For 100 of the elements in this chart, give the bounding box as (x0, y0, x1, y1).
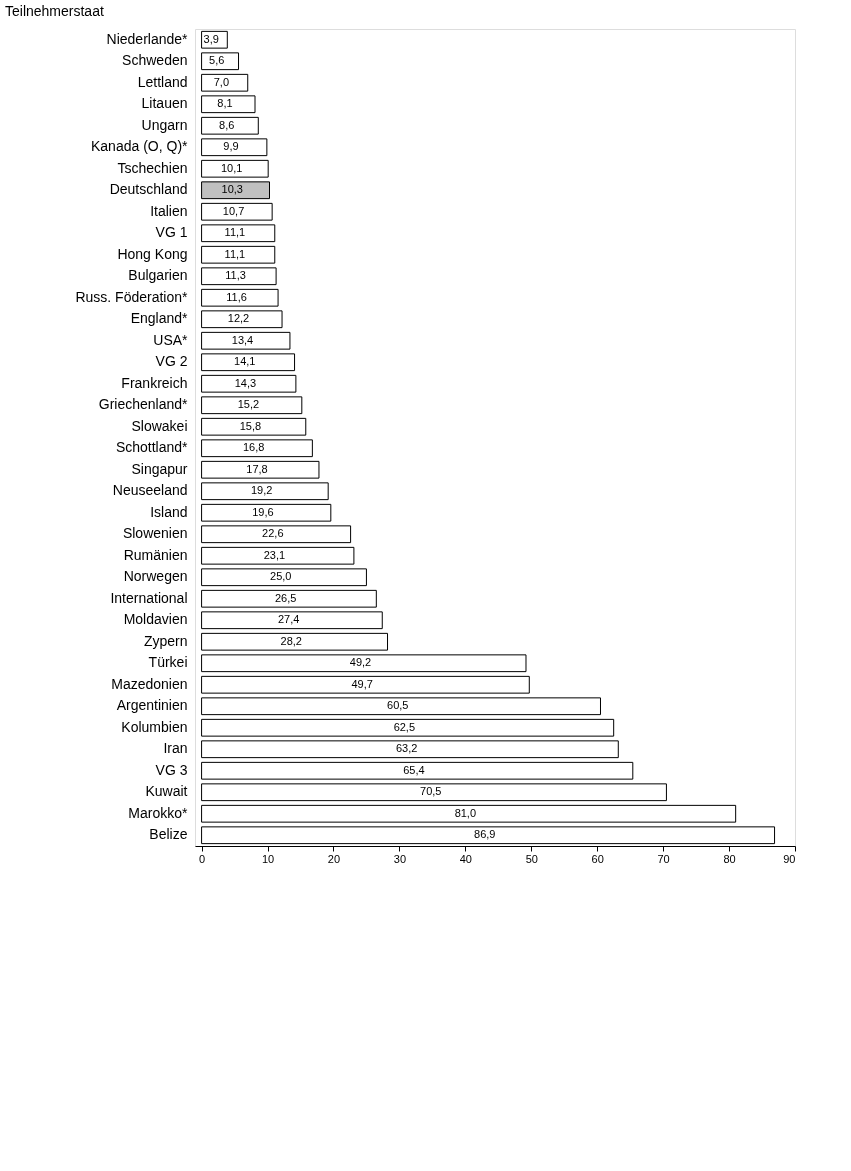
bar (201, 740, 619, 759)
x-tick-label: 70 (657, 852, 670, 865)
data-label: 11,6 (226, 290, 247, 303)
x-tick-label: 10 (261, 852, 275, 865)
data-label: 49,7 (351, 677, 373, 690)
y-tick-label: England* (130, 310, 189, 327)
y-tick-label: Deutschland (109, 181, 188, 198)
y-tick-label: Norwegen (123, 568, 188, 585)
bar (201, 783, 667, 802)
bar (201, 331, 291, 350)
bar (201, 439, 313, 458)
y-tick-label: Iran (163, 740, 188, 757)
y-tick-label: Tschechien (117, 159, 188, 176)
bar (201, 396, 303, 415)
data-label: 12,2 (227, 312, 250, 325)
y-tick-label: Argentinien (116, 697, 188, 714)
bar (201, 589, 377, 608)
y-tick-label: VG 3 (155, 761, 188, 778)
data-label: 15,2 (237, 398, 260, 411)
y-tick-label: Italien (150, 202, 188, 219)
y-tick-label: Schottland* (115, 439, 189, 456)
bar (201, 181, 271, 200)
y-tick-label: VG 2 (155, 353, 188, 370)
y-tick-label: VG 1 (155, 224, 188, 241)
y-tick-label: Singapur (131, 460, 188, 477)
data-label: 5,6 (209, 54, 225, 67)
y-tick-label: Schweden (122, 52, 188, 69)
x-tick-label: 40 (459, 852, 472, 865)
data-label: 26,5 (274, 591, 297, 604)
bar (201, 310, 283, 329)
data-label: 65,4 (403, 763, 425, 776)
y-tick-label: Island (150, 503, 188, 520)
x-tick-label: 80 (723, 852, 736, 865)
y-tick-label: Hong Kong (117, 245, 188, 262)
bar (201, 525, 352, 544)
bar (201, 654, 527, 673)
bar (201, 95, 256, 114)
data-label: 10,3 (221, 183, 243, 196)
data-label: 25,0 (270, 570, 292, 583)
data-label: 63,2 (395, 742, 418, 755)
data-label: 62,5 (393, 720, 416, 733)
bar (201, 568, 367, 587)
y-tick-label: Slowenien (122, 525, 188, 542)
data-label: 19,6 (252, 505, 274, 518)
y-tick-label: Kanada (O, Q)* (91, 138, 189, 155)
data-label: 17,8 (246, 462, 268, 475)
y-tick-label: Belize (149, 826, 188, 843)
data-label: 11,1 (224, 247, 246, 260)
y-tick-label: Bulgarien (128, 267, 188, 284)
y-tick-label: Türkei (148, 654, 188, 671)
y-tick-label: Griechenland* (98, 396, 189, 413)
y-tick-label: Mazedonien (111, 675, 188, 692)
bar (201, 267, 277, 286)
bar (201, 761, 634, 780)
y-tick-label: Frankreich (121, 374, 188, 391)
bar (201, 503, 332, 522)
data-label: 7,0 (213, 75, 230, 88)
bar (201, 546, 355, 565)
data-label: 10,7 (222, 204, 245, 217)
y-tick-label: Russ. Föderation* (75, 288, 189, 305)
data-label: 27,4 (277, 613, 300, 626)
data-label: 60,5 (387, 699, 409, 712)
data-label: 22,6 (262, 527, 284, 540)
bar (201, 460, 320, 479)
data-label: 14,1 (234, 355, 256, 368)
data-label: 15,8 (239, 419, 262, 432)
data-label: 28,2 (280, 634, 302, 647)
data-label: 23,1 (263, 548, 286, 561)
data-label: 19,2 (250, 484, 273, 497)
bar (201, 52, 240, 71)
y-tick-label: Litauen (141, 95, 188, 112)
bar (201, 73, 249, 92)
bar (201, 697, 601, 716)
y-tick-label: Kolumbien (121, 718, 188, 735)
bar (201, 159, 269, 178)
bar (201, 353, 296, 372)
x-tick-label: 60 (591, 852, 604, 865)
data-label: 10,1 (220, 161, 243, 174)
data-label: 11,3 (225, 269, 246, 282)
bar (201, 245, 276, 264)
data-label: 70,5 (420, 785, 442, 798)
bar (201, 804, 737, 823)
y-tick-label: Rumänien (123, 546, 188, 563)
data-label: 13,4 (231, 333, 254, 346)
y-tick-label: Niederlande* (106, 30, 189, 47)
x-tick-label: 20 (327, 852, 341, 865)
y-tick-label: Neuseeland (112, 482, 188, 499)
y-tick-label: Slowakei (131, 417, 188, 434)
bar (201, 224, 276, 243)
x-tick-label: 50 (525, 852, 538, 865)
data-label: 8,6 (219, 118, 235, 131)
bar (201, 116, 259, 135)
y-tick-label: Ungarn (141, 116, 188, 133)
y-tick-label: International (110, 589, 188, 606)
bar (201, 718, 615, 737)
bar (201, 611, 383, 630)
data-label: 11,1 (224, 226, 246, 239)
y-tick-label: Kuwait (145, 783, 188, 800)
data-label: 8,1 (217, 97, 233, 110)
data-label: 9,9 (223, 140, 239, 153)
